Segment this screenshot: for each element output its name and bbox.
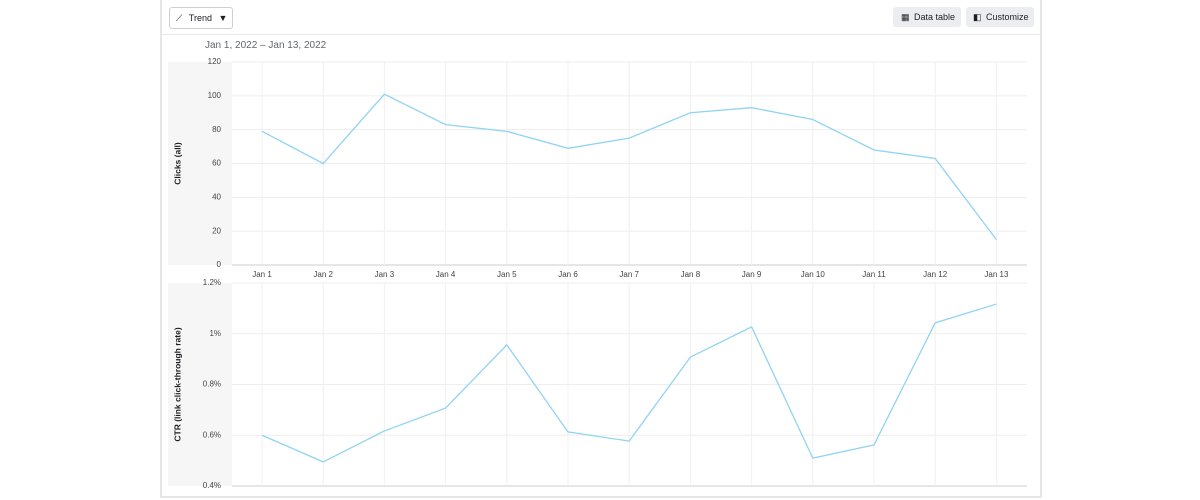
view-label: Trend xyxy=(188,13,213,23)
customize-icon: ◧ xyxy=(973,12,982,22)
data-table-button[interactable]: ▦ Data table xyxy=(893,7,961,27)
table-icon: ▦ xyxy=(901,12,910,22)
button-label: Customize xyxy=(986,12,1029,22)
dropdown-arrow: ▼ xyxy=(218,13,228,23)
trend-icon: ⟋ xyxy=(176,13,183,23)
report-card: ⟋ Trend ▼ ▦ Data table ◧ Customize xyxy=(160,0,1042,498)
toolbar: ⟋ Trend ▼ ▦ Data table ◧ Customize xyxy=(162,0,1040,35)
button-label: Data table xyxy=(914,12,956,22)
customize-button[interactable]: ◧ Customize xyxy=(966,7,1034,27)
view-dropdown[interactable]: ⟋ Trend ▼ xyxy=(169,7,233,29)
date-range: Jan 1, 2022 – Jan 13, 2022 xyxy=(205,40,327,51)
